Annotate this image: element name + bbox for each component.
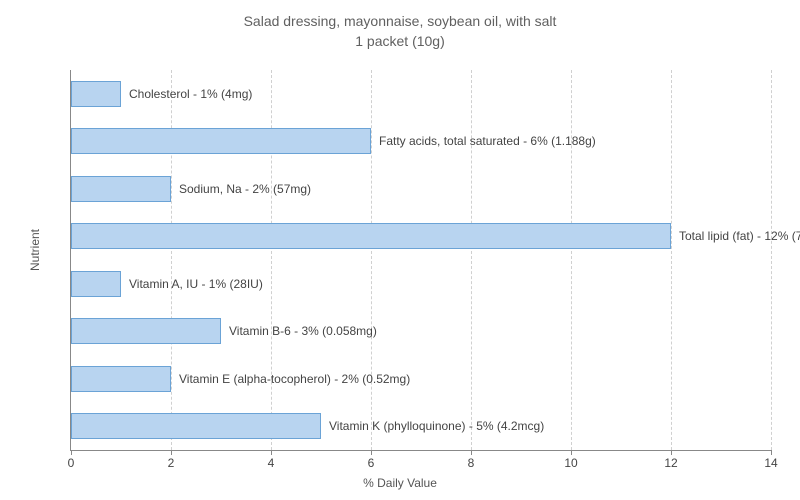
gridline (771, 70, 772, 450)
gridline (171, 70, 172, 450)
bar-label: Vitamin B-6 - 3% (0.058mg) (221, 318, 377, 344)
bar (71, 223, 671, 249)
x-tick-label: 12 (664, 456, 677, 470)
x-axis-label: % Daily Value (0, 476, 800, 490)
gridline (571, 70, 572, 450)
x-tick-mark (171, 450, 172, 455)
bar (71, 176, 171, 202)
chart-container: Salad dressing, mayonnaise, soybean oil,… (0, 0, 800, 500)
bar (71, 81, 121, 107)
x-tick-mark (571, 450, 572, 455)
bar-label: Vitamin A, IU - 1% (28IU) (121, 271, 263, 297)
bar (71, 366, 171, 392)
x-tick-mark (471, 450, 472, 455)
x-tick-label: 8 (468, 456, 475, 470)
gridline (471, 70, 472, 450)
x-tick-mark (771, 450, 772, 455)
bar-label: Vitamin E (alpha-tocopherol) - 2% (0.52m… (171, 366, 410, 392)
x-tick-mark (671, 450, 672, 455)
bar (71, 318, 221, 344)
bar (71, 413, 321, 439)
x-tick-label: 10 (564, 456, 577, 470)
x-tick-label: 6 (368, 456, 375, 470)
bar-label: Total lipid (fat) - 12% (7.94g) (671, 223, 800, 249)
bar-label: Sodium, Na - 2% (57mg) (171, 176, 311, 202)
gridline (371, 70, 372, 450)
chart-title-line1: Salad dressing, mayonnaise, soybean oil,… (0, 12, 800, 32)
bar-label: Cholesterol - 1% (4mg) (121, 81, 252, 107)
chart-title-line2: 1 packet (10g) (0, 32, 800, 52)
plot-area: 02468101214Cholesterol - 1% (4mg)Fatty a… (70, 70, 771, 451)
x-tick-label: 14 (764, 456, 777, 470)
bar (71, 271, 121, 297)
chart-title: Salad dressing, mayonnaise, soybean oil,… (0, 0, 800, 51)
gridline (271, 70, 272, 450)
x-tick-mark (271, 450, 272, 455)
gridline (671, 70, 672, 450)
bar (71, 128, 371, 154)
x-tick-mark (71, 450, 72, 455)
x-tick-label: 4 (268, 456, 275, 470)
bar-label: Fatty acids, total saturated - 6% (1.188… (371, 128, 596, 154)
x-tick-label: 2 (168, 456, 175, 470)
bar-label: Vitamin K (phylloquinone) - 5% (4.2mcg) (321, 413, 544, 439)
x-tick-label: 0 (68, 456, 75, 470)
y-axis-label: Nutrient (28, 229, 42, 271)
x-tick-mark (371, 450, 372, 455)
